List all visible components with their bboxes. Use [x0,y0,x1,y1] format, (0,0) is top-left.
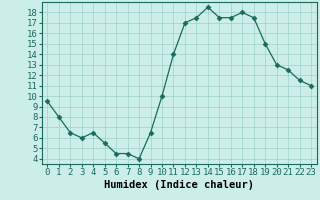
X-axis label: Humidex (Indice chaleur): Humidex (Indice chaleur) [104,180,254,190]
